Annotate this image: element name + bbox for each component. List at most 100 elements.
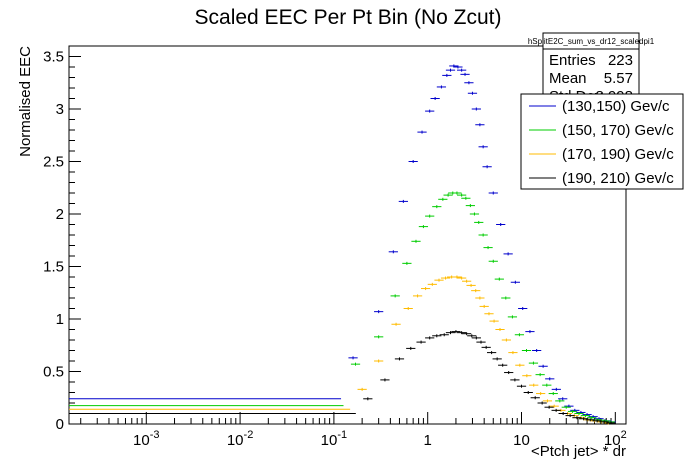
data-point (503, 252, 513, 256)
data-point (452, 275, 462, 279)
data-point (394, 357, 405, 361)
data-point (462, 332, 472, 336)
data-point (567, 409, 578, 413)
y-tick-label: 1.5 (43, 259, 64, 276)
data-point (425, 336, 435, 340)
y-tick-label: 1 (56, 311, 64, 328)
data-point (542, 399, 553, 403)
data-point (486, 351, 497, 355)
data-point (475, 123, 485, 127)
data-point (443, 193, 453, 197)
data-point (536, 392, 546, 396)
data-point (465, 204, 475, 208)
data-point (558, 412, 568, 415)
data-point (549, 404, 559, 408)
data-point (380, 378, 390, 382)
data-point (388, 250, 398, 254)
data-point (516, 384, 527, 388)
data-point (606, 421, 616, 425)
data-point (585, 418, 595, 422)
stats-entries-label: Entries (549, 52, 596, 69)
data-point (587, 416, 597, 420)
y-tick-label: 3 (56, 101, 64, 118)
data-point (427, 282, 437, 286)
stats-mean-label: Mean (549, 70, 587, 87)
data-point (440, 276, 451, 280)
legend: (130,150) Gev/c (150, 170) Gev/c (170, 190… (520, 93, 684, 190)
data-point (542, 383, 552, 387)
data-point (438, 197, 448, 201)
x-tick-label: 102 (604, 429, 627, 449)
stats-entries-value: 223 (608, 52, 633, 69)
data-point (535, 373, 545, 377)
data-point (538, 364, 548, 368)
data-point (420, 287, 431, 291)
data-point (434, 278, 444, 282)
data-point (457, 193, 467, 197)
stats-mean-value: 5.57 (604, 70, 633, 87)
data-point (494, 277, 504, 281)
stats-histogram-name: hSplitE2C_sum_vs_dr12_scaledpi1 (528, 37, 655, 46)
y-axis-title: Normalised EEC (17, 46, 34, 157)
data-point (416, 340, 426, 344)
data-point (551, 387, 561, 391)
data-point (374, 335, 384, 339)
chart-title: Scaled EEC Per Pt Bin (No Zcut) (195, 6, 502, 29)
data-point (572, 416, 582, 420)
legend-label: (130,150) Gev/c (562, 98, 670, 115)
x-tick-label: 10-2 (227, 429, 253, 449)
data-point (475, 296, 485, 300)
y-tick-label: 0.5 (43, 364, 64, 381)
data-point (412, 294, 423, 298)
data-point (515, 363, 525, 367)
data-point (495, 328, 505, 331)
data-point (574, 412, 584, 415)
data-point (408, 160, 418, 163)
data-point (406, 346, 416, 350)
data-point (558, 397, 568, 401)
data-point (528, 361, 539, 365)
data-point (530, 396, 540, 400)
x-axis-title: <Ptch jet> * dr (531, 443, 626, 460)
data-point (592, 419, 602, 423)
data-point (521, 349, 532, 352)
data-point (478, 145, 488, 149)
data-point (432, 334, 442, 338)
data-point (464, 81, 474, 85)
data-point (442, 73, 452, 77)
data-point (488, 191, 498, 195)
y-tick-label: 2 (56, 206, 64, 223)
data-point (357, 387, 367, 391)
data-point (501, 296, 511, 300)
series-1 (69, 191, 615, 424)
data-point (363, 397, 373, 401)
data-point (508, 351, 518, 355)
data-point (484, 312, 494, 316)
y-tick-label: 2.5 (43, 154, 64, 171)
data-point (418, 225, 429, 229)
data-point (481, 345, 491, 349)
data-point (425, 214, 435, 218)
data-point (452, 191, 462, 195)
data-point (548, 392, 558, 396)
data-point (532, 349, 542, 352)
data-point (471, 336, 481, 340)
data-point (544, 405, 554, 409)
data-point (478, 233, 488, 237)
data-point (460, 72, 470, 76)
data-point (425, 109, 435, 113)
data-point (403, 307, 413, 310)
data-point (518, 307, 528, 310)
data-point (498, 363, 508, 367)
data-point (471, 289, 481, 293)
data-point (348, 356, 358, 360)
data-point (522, 374, 532, 378)
data-point (430, 97, 440, 100)
legend-label: (170, 190) Gev/c (562, 146, 674, 163)
data-point (374, 359, 384, 363)
data-point (398, 199, 408, 203)
data-point (417, 130, 427, 134)
series-3 (69, 330, 616, 425)
data-point (580, 414, 591, 418)
